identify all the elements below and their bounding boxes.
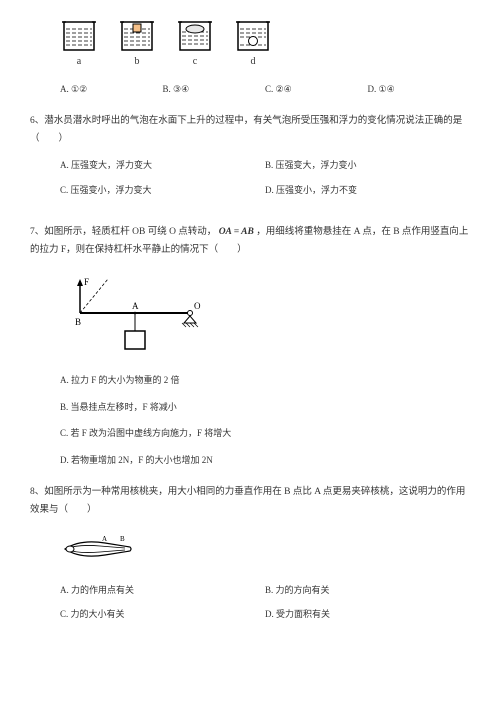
beaker-a-svg — [60, 20, 98, 52]
label-o: O — [194, 301, 201, 311]
q5-opt-a: A. ①② — [60, 82, 163, 96]
q7-opt-a: A. 拉力 F 的大小为物重的 2 倍 — [60, 373, 470, 387]
q5-opt-c: C. ②④ — [265, 82, 368, 96]
q6-stem: 6、潜水员潜水时呼出的气泡在水面下上升的过程中，有关气泡所受压强和浮力的变化情况… — [30, 112, 470, 148]
q8-opt-a: A. 力的作用点有关 — [60, 583, 265, 597]
q8-opt-c: C. 力的大小有关 — [60, 607, 265, 621]
nut-label-a: A — [102, 535, 107, 543]
q8-stem: 8、如图所示为一种常用核桃夹，用大小相同的力垂直作用在 B 点比 A 点更易夹碎… — [30, 483, 470, 519]
q7-stem-before: 7、如图所示，轻质杠杆 OB 可绕 O 点转动， — [30, 227, 216, 237]
q8-opt-b: B. 力的方向有关 — [265, 583, 470, 597]
q7-formula: OA = AB — [219, 227, 254, 237]
beaker-b-label: b — [135, 54, 140, 70]
beakers-row: a b c — [60, 20, 470, 70]
q8-options: A. 力的作用点有关 B. 力的方向有关 C. 力的大小有关 D. 受力面积有关 — [60, 583, 470, 632]
beaker-c-svg — [176, 20, 214, 52]
q6-opt-c: C. 压强变小，浮力变大 — [60, 183, 265, 197]
nutcracker-svg: A B — [60, 529, 140, 567]
nut-label-b: B — [120, 535, 125, 543]
q7-options: A. 拉力 F 的大小为物重的 2 倍 B. 当悬挂点左移时，F 将减小 C. … — [60, 373, 470, 467]
beaker-a-label: a — [77, 54, 81, 70]
beaker-c: c — [176, 20, 214, 70]
label-f: F — [84, 277, 89, 287]
q8-opt-d: D. 受力面积有关 — [265, 607, 470, 621]
q7-figure: F B A O — [70, 273, 470, 359]
label-a: A — [132, 301, 139, 311]
q8-figure: A B — [60, 529, 470, 573]
q5-opt-b: B. ③④ — [163, 82, 266, 96]
lever-svg: F B A O — [70, 273, 210, 353]
beaker-b-svg — [118, 20, 156, 52]
q6-options: A. 压强变大，浮力变大 B. 压强变大，浮力变小 C. 压强变小，浮力变大 D… — [60, 158, 470, 207]
q7-opt-d: D. 若物重增加 2N，F 的大小也增加 2N — [60, 453, 470, 467]
beaker-d-svg — [234, 20, 272, 52]
beaker-a: a — [60, 20, 98, 70]
q7-stem: 7、如图所示，轻质杠杆 OB 可绕 O 点转动， OA = AB ，用细线将重物… — [30, 223, 470, 259]
label-b: B — [75, 317, 81, 327]
q6-opt-d: D. 压强变小，浮力不变 — [265, 183, 470, 197]
q5-opt-d: D. ①④ — [368, 82, 471, 96]
q6-opt-b: B. 压强变大，浮力变小 — [265, 158, 470, 172]
q7-opt-b: B. 当悬挂点左移时，F 将减小 — [60, 400, 470, 414]
q6-opt-a: A. 压强变大，浮力变大 — [60, 158, 265, 172]
beaker-d-label: d — [251, 54, 256, 70]
beaker-d: d — [234, 20, 272, 70]
beaker-b: b — [118, 20, 156, 70]
beaker-c-label: c — [193, 54, 197, 70]
q5-options: A. ①② B. ③④ C. ②④ D. ①④ — [60, 82, 470, 96]
q7-opt-c: C. 若 F 改为沿图中虚线方向施力，F 将增大 — [60, 426, 470, 440]
